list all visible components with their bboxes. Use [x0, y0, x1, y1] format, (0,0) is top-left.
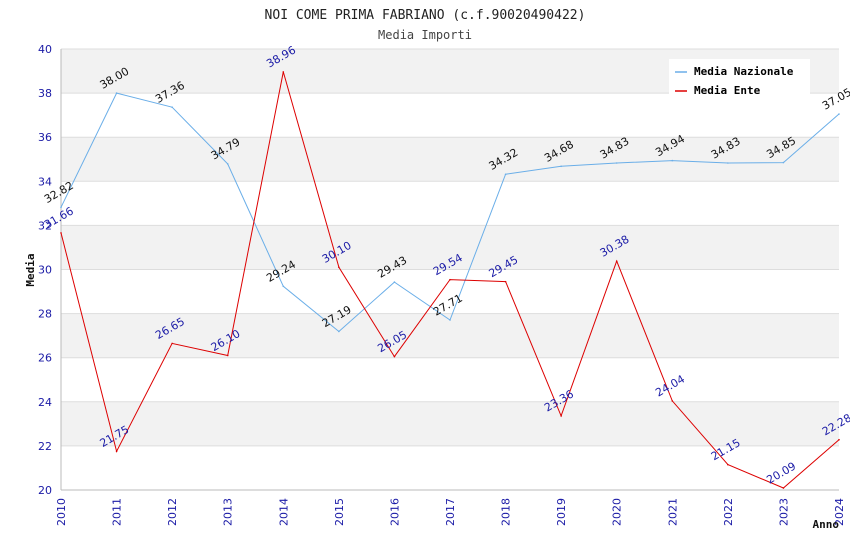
data-point — [727, 162, 729, 164]
x-tick-label: 2017 — [444, 498, 457, 526]
plot-band — [61, 269, 839, 314]
x-tick-label: 2024 — [833, 498, 846, 526]
data-point — [782, 487, 785, 489]
y-tick-label: 40 — [38, 43, 52, 56]
plot-band — [61, 137, 839, 182]
data-point — [282, 285, 285, 288]
x-tick-label: 2016 — [388, 498, 401, 526]
data-point — [393, 355, 396, 358]
x-tick-label: 2013 — [222, 498, 235, 526]
y-tick-label: 34 — [38, 175, 52, 188]
x-tick-label: 2014 — [277, 498, 290, 526]
y-tick-label: 28 — [38, 308, 52, 321]
x-tick-label: 2012 — [166, 498, 179, 526]
chart-subtitle: Media Importi — [378, 28, 472, 42]
data-point — [560, 415, 562, 417]
chart-title: NOI COME PRIMA FABRIANO (c.f.90020490422… — [265, 8, 586, 23]
y-tick-label: 24 — [38, 396, 52, 409]
x-tick-label: 2023 — [777, 498, 790, 526]
plot-band — [61, 225, 839, 270]
data-point — [338, 266, 340, 269]
y-tick-label: 30 — [38, 264, 52, 277]
x-tick-label: 2018 — [500, 498, 513, 526]
plot-band — [61, 357, 839, 402]
x-tick-label: 2011 — [111, 498, 124, 526]
plot-band — [61, 93, 839, 138]
x-tick-label: 2019 — [555, 498, 568, 526]
y-axis-label: Media — [24, 253, 37, 286]
x-tick-label: 2020 — [611, 498, 624, 526]
y-tick-label: 32 — [38, 219, 52, 232]
data-point — [449, 278, 451, 281]
y-tick-label: 22 — [38, 440, 52, 453]
legend-label-media-ente: Media Ente — [694, 84, 761, 97]
plot-band — [61, 445, 839, 490]
data-point — [115, 450, 118, 453]
data-point — [615, 162, 618, 164]
y-tick-label: 26 — [38, 352, 52, 365]
data-point — [338, 330, 340, 333]
x-axis-ticks: 2010 2011 2012 2013 2014 2015 2016 2017 2018 2019… — [55, 498, 846, 526]
data-point — [226, 354, 229, 357]
data-point — [838, 113, 840, 115]
legend-label-media-nazionale: Media Nazionale — [694, 65, 794, 78]
data-point — [504, 280, 507, 283]
y-tick-label: 38 — [38, 87, 52, 100]
x-axis-label: Anno — [813, 518, 840, 531]
y-axis-ticks: 20 22 24 26 28 30 32 34 36 38 40 — [38, 43, 52, 497]
data-point — [449, 319, 451, 321]
data-point — [393, 281, 396, 283]
data-point — [782, 161, 785, 164]
series-layer — [60, 71, 840, 489]
data-point — [560, 165, 562, 168]
x-tick-label: 2010 — [55, 498, 68, 526]
y-tick-label: 20 — [38, 484, 52, 497]
plot-band — [61, 181, 839, 226]
data-point — [504, 173, 507, 176]
plot-band — [61, 401, 839, 446]
plot-band — [61, 313, 839, 358]
data-point — [60, 232, 62, 234]
x-tick-label: 2015 — [333, 498, 346, 526]
legend: Media Nazionale Media Ente — [669, 59, 810, 99]
data-point — [727, 463, 729, 466]
data-point — [60, 206, 62, 209]
data-point — [671, 159, 674, 162]
x-tick-label: 2022 — [722, 498, 735, 526]
x-tick-label: 2021 — [666, 498, 679, 526]
y-tick-label: 36 — [38, 131, 52, 144]
data-point — [282, 71, 285, 73]
data-point — [171, 342, 173, 345]
data-point — [171, 106, 173, 109]
data-point — [226, 163, 229, 165]
data-point — [115, 92, 118, 94]
data-point — [671, 400, 674, 402]
axes — [60, 49, 839, 491]
data-point — [615, 260, 618, 262]
plot-background — [61, 49, 839, 490]
data-point — [838, 438, 840, 441]
